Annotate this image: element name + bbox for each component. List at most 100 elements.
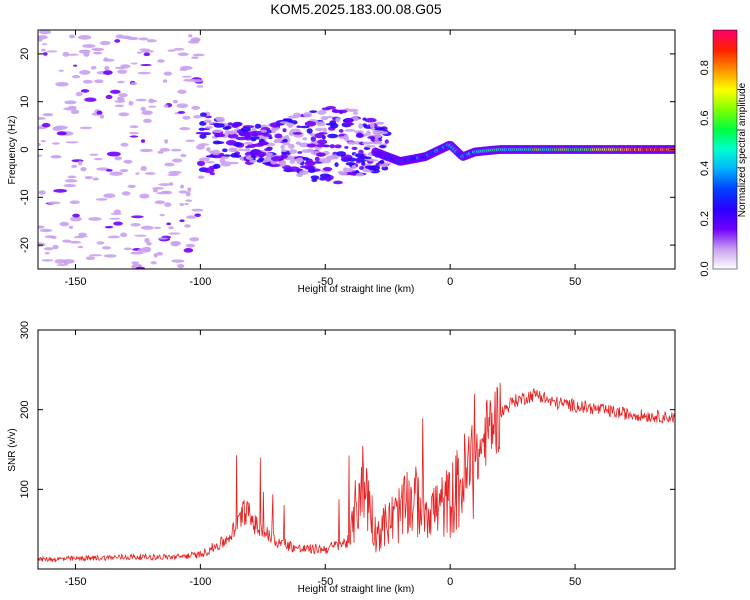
spectral-noise-blob — [54, 125, 68, 130]
spectral-noise-blob — [182, 115, 191, 120]
spectral-cluster-blob — [315, 127, 324, 132]
spectral-noise-blob — [130, 222, 141, 227]
spectral-noise-blob — [129, 135, 139, 138]
spectral-noise-blob — [114, 156, 122, 161]
spectral-noise-blob — [179, 127, 191, 131]
spectrogram-y-ticks: -20 -10 0 10 20 — [19, 48, 675, 253]
spectral-noise-blob — [72, 75, 81, 79]
spectral-cluster-blob — [345, 117, 352, 122]
spectral-noise-blob — [159, 213, 165, 217]
y-tick-label: 200 — [19, 400, 31, 418]
spectral-cluster-blob — [240, 127, 252, 132]
spectral-cluster-blob — [322, 127, 327, 133]
spectral-noise-blob — [196, 85, 204, 88]
snr-x-label: Height of straight line (km) — [298, 584, 415, 595]
spectral-noise-blob — [140, 139, 146, 143]
spectral-cluster-blob — [304, 121, 317, 127]
chart-title: KOM5.2025.183.00.08.G05 — [270, 1, 441, 17]
spectral-noise-blob — [99, 40, 111, 46]
spectral-cluster-blob — [286, 122, 295, 127]
spectral-cluster-blob — [351, 146, 358, 151]
spectral-cluster-blob — [250, 154, 257, 159]
spectral-cluster-blob — [284, 134, 290, 141]
spectral-noise-blob — [77, 160, 83, 166]
spectral-noise-blob — [140, 225, 154, 230]
spectral-noise-blob — [78, 49, 91, 54]
spectral-cluster-blob — [215, 133, 226, 138]
spectral-cluster-blob — [244, 148, 251, 152]
spectral-noise-blob — [113, 209, 121, 215]
spectral-cluster-blob — [228, 130, 236, 135]
spectral-cluster-blob — [221, 154, 232, 157]
spectral-noise-blob — [139, 148, 153, 153]
spectral-noise-blob — [114, 104, 124, 108]
spectral-noise-blob — [187, 187, 192, 192]
spectral-cluster-blob — [334, 162, 339, 167]
x-tick-label: 50 — [569, 576, 581, 588]
spectral-noise-blob — [164, 162, 175, 167]
x-tick-label: -50 — [317, 576, 333, 588]
spectral-cluster-blob — [233, 154, 242, 158]
spectral-noise-blob — [123, 159, 133, 164]
spectral-cluster-blob — [338, 128, 344, 133]
spectral-cluster-blob — [384, 139, 389, 144]
spectral-cluster-blob — [317, 139, 328, 145]
spectral-cluster-blob — [199, 134, 207, 139]
spectral-noise-blob — [152, 188, 159, 193]
spectral-noise-blob — [92, 177, 99, 181]
snr-plot-area — [38, 382, 675, 563]
spectral-cluster-blob — [314, 132, 324, 139]
spectral-cluster-blob — [287, 115, 300, 119]
spectral-cluster-blob — [279, 121, 289, 124]
spectral-noise-blob — [180, 184, 185, 189]
spectral-cluster-blob — [216, 116, 225, 123]
spectral-cluster-blob — [355, 160, 362, 164]
spectral-cluster-blob — [289, 159, 295, 164]
spectral-noise-blob — [75, 91, 83, 97]
spectral-noise-blob — [162, 79, 168, 83]
spectral-noise-blob — [73, 64, 78, 67]
spectral-noise-blob — [126, 36, 139, 41]
spectral-cluster-blob — [333, 180, 343, 185]
spectral-noise-blob — [148, 98, 155, 104]
y-tick-label: 0 — [19, 146, 31, 152]
spectrogram-y-label: Frequency (Hz) — [7, 116, 18, 185]
spectral-noise-blob — [101, 246, 112, 250]
x-tick-label: 0 — [447, 276, 453, 288]
spectral-cluster-blob — [267, 136, 273, 140]
spectral-cluster-blob — [370, 136, 376, 141]
spectrogram-plot-area — [38, 30, 675, 269]
spectral-noise-blob — [119, 168, 129, 173]
spectral-cluster-blob — [237, 148, 246, 152]
spectral-noise-blob — [96, 110, 103, 115]
spectral-noise-blob — [114, 66, 127, 70]
spectral-noise-blob — [164, 139, 169, 144]
spectral-cluster-blob — [299, 165, 311, 169]
y-tick-label: 20 — [19, 48, 31, 60]
colorbar-tick-label: 0.4 — [699, 161, 711, 176]
spectral-noise-blob — [148, 105, 157, 108]
spectral-cluster-blob — [256, 132, 268, 136]
spectral-cluster-blob — [344, 145, 349, 149]
spectral-cluster-blob — [299, 125, 310, 129]
spectral-cluster-blob — [254, 123, 262, 129]
spectral-cluster-blob — [227, 122, 233, 126]
spectral-noise-blob — [118, 112, 130, 117]
spectral-noise-blob — [77, 245, 84, 249]
spectral-cluster-blob — [284, 118, 293, 122]
spectral-noise-blob — [172, 99, 179, 104]
spectral-noise-blob — [161, 190, 169, 194]
spectral-cluster-blob — [195, 131, 207, 135]
spectral-noise-blob — [96, 241, 105, 245]
spectral-noise-blob — [113, 221, 123, 226]
spectral-cluster-blob — [335, 117, 341, 123]
spectral-cluster-blob — [339, 110, 344, 115]
spectral-noise-blob — [159, 147, 171, 152]
spectral-noise-blob — [79, 70, 91, 75]
spectral-noise-blob — [56, 264, 67, 267]
spectral-noise-blob — [41, 43, 48, 46]
colorbar-tick-label: 0.6 — [699, 110, 711, 125]
spectral-noise-blob — [168, 232, 181, 235]
spectral-cluster-blob — [362, 123, 368, 128]
spectral-noise-blob — [90, 65, 97, 70]
